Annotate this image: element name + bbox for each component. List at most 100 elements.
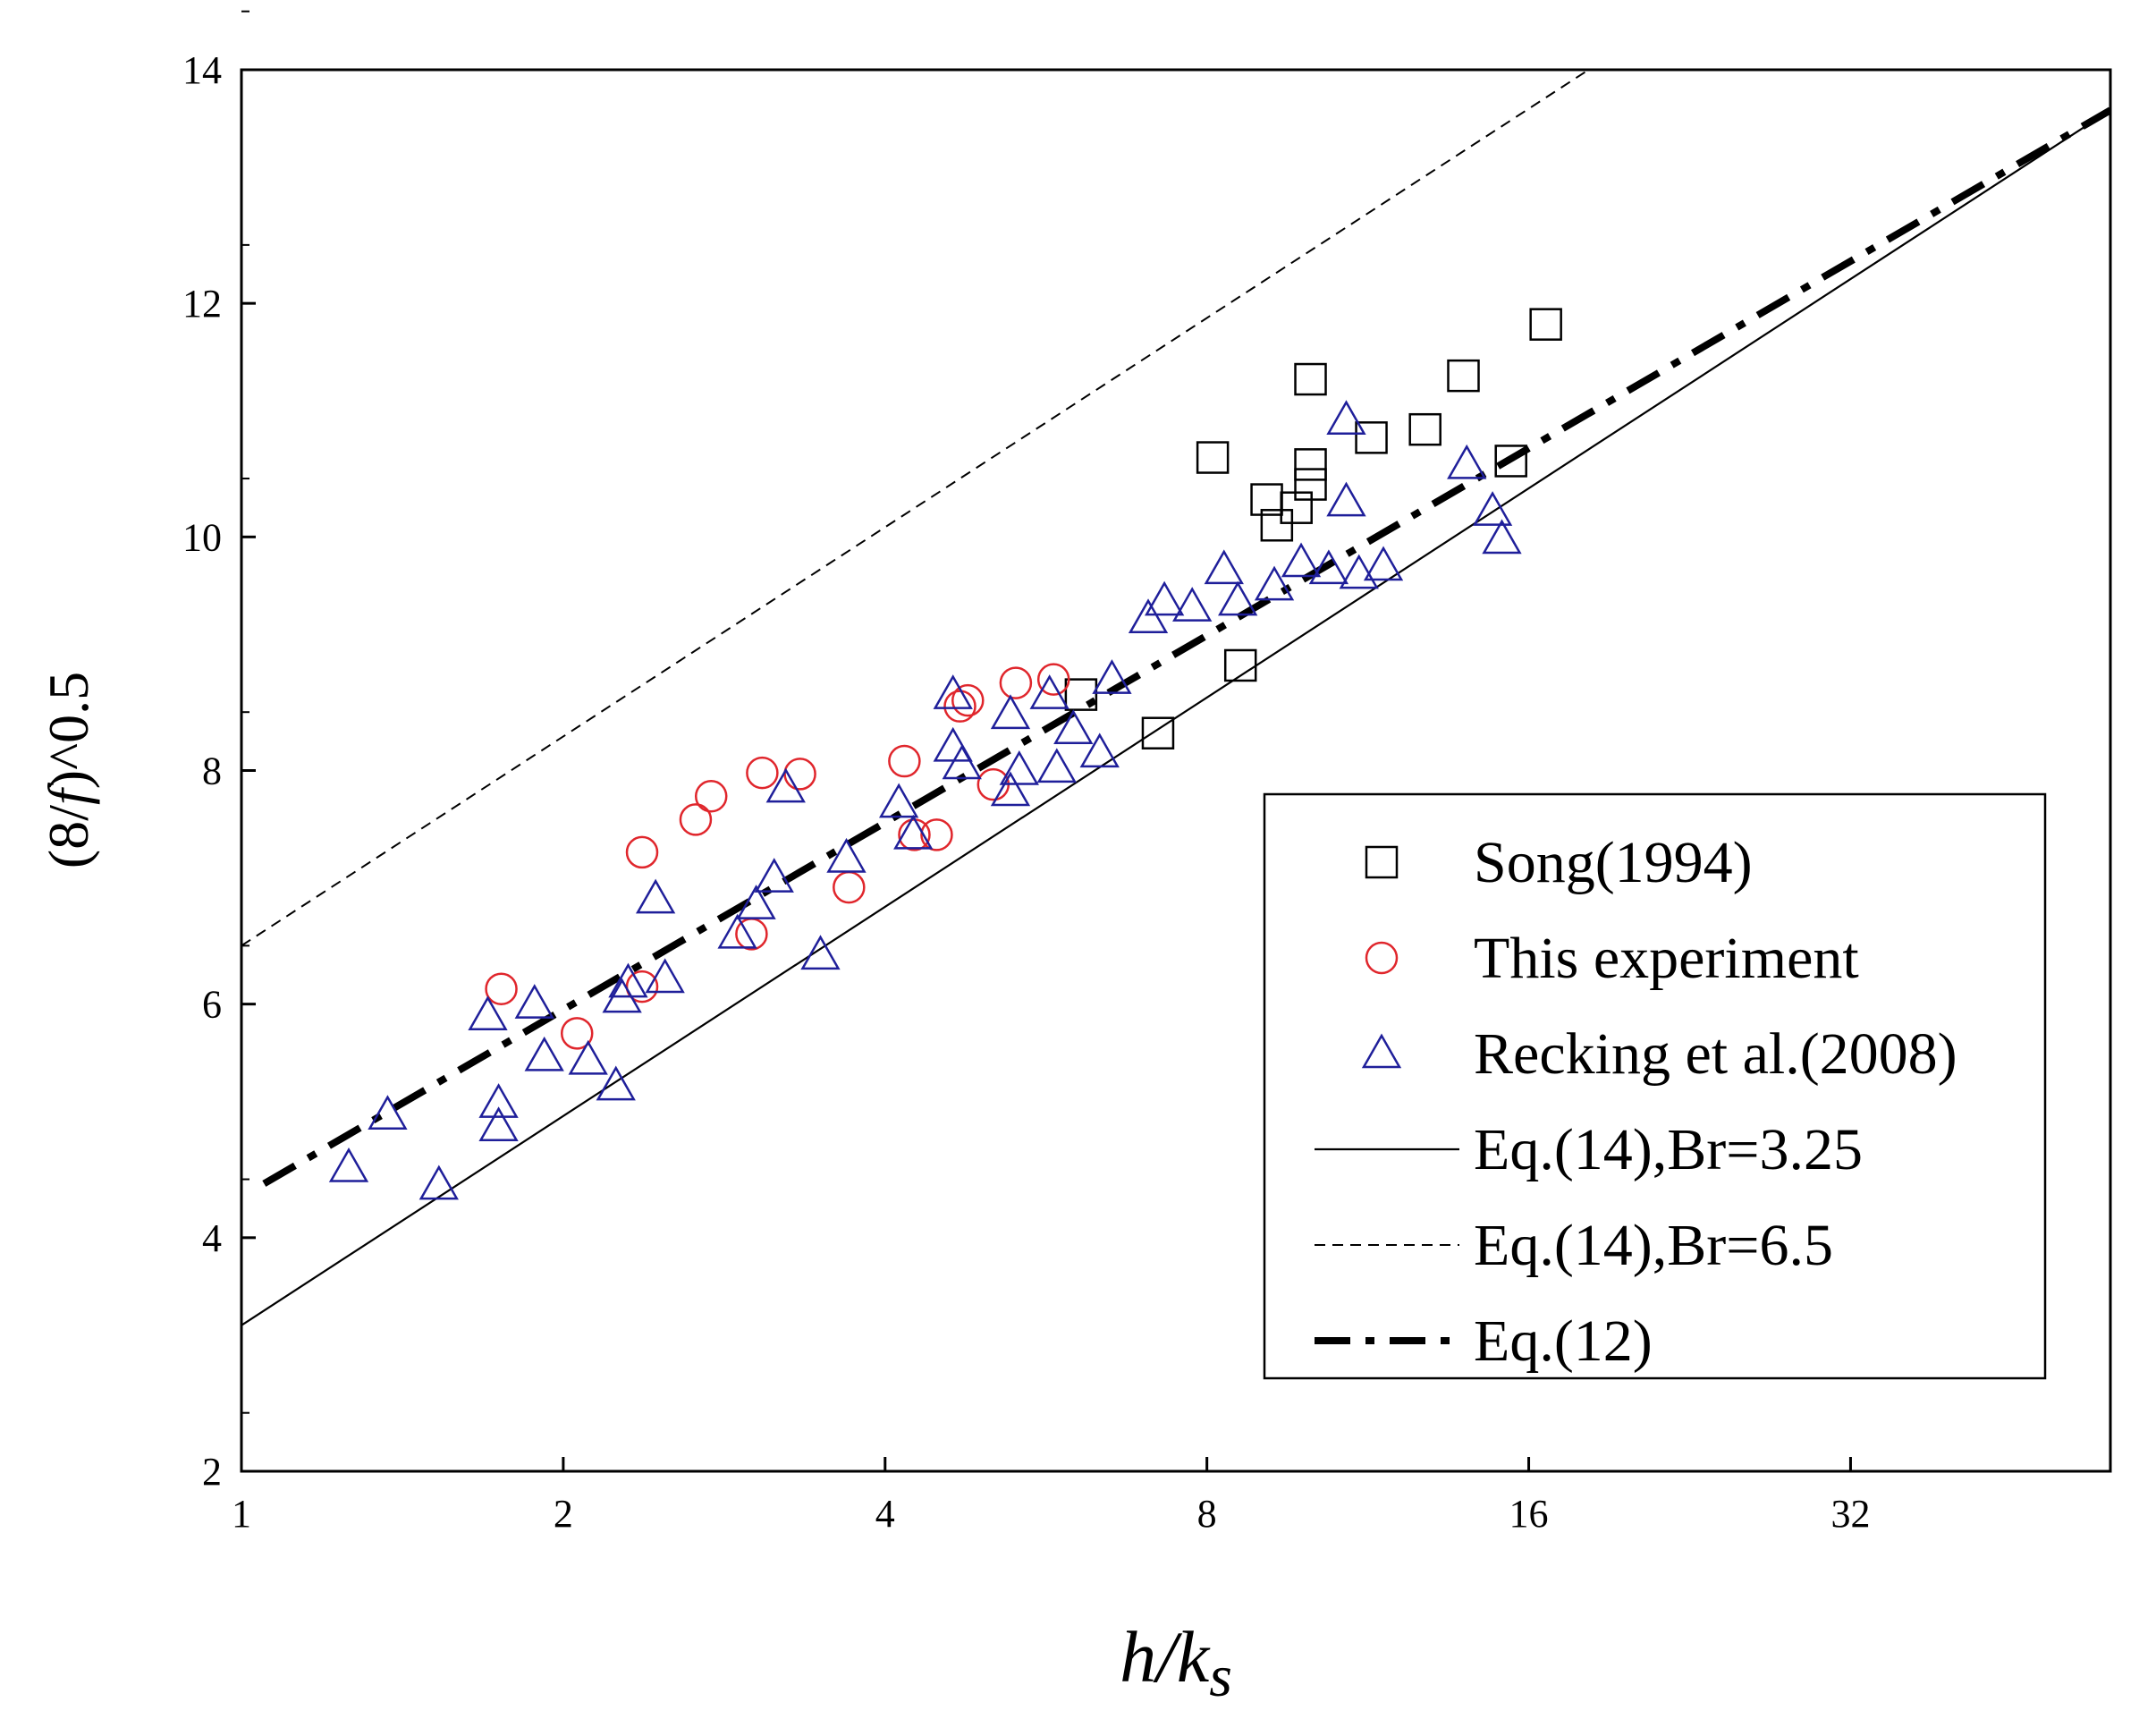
point-recking-et-al-2008--26 — [990, 771, 1031, 807]
point-recking-et-al-2008--7 — [524, 1036, 564, 1071]
point-song-1994--9 — [1294, 468, 1327, 501]
point-this-experiment-2 — [625, 835, 659, 869]
point-recking-et-al-2008--35 — [1172, 587, 1213, 622]
line-eq-14-br-6-5 — [241, 70, 1591, 947]
y-tick-label-10: 10 — [182, 515, 222, 559]
y-tick-label-2: 2 — [202, 1450, 222, 1494]
point-song-1994--10 — [1355, 421, 1388, 454]
legend-item-1: This experiment — [1365, 926, 1859, 991]
point-recking-et-al-2008--37 — [1218, 580, 1258, 616]
point-this-experiment-8 — [783, 758, 816, 791]
point-recking-et-al-2008--47 — [1482, 519, 1522, 555]
point-this-experiment-4 — [679, 803, 713, 836]
y-tick-label-6: 6 — [202, 983, 222, 1027]
point-recking-et-al-2008--15 — [736, 885, 776, 919]
point-this-experiment-16 — [999, 666, 1033, 699]
legend-item-5: Eq.(12) — [1315, 1308, 1653, 1374]
point-this-experiment-17 — [1036, 663, 1070, 696]
point-recking-et-al-2008--1 — [368, 1095, 408, 1130]
point-recking-et-al-2008--44 — [1363, 546, 1404, 581]
legend-label: Recking et al.(2008) — [1474, 1021, 1957, 1087]
point-recking-et-al-2008--43 — [1339, 554, 1379, 589]
legend-marker-triangle — [1361, 1033, 1402, 1069]
point-recking-et-al-2008--38 — [1254, 565, 1295, 601]
y-tick-label-14: 14 — [182, 48, 222, 92]
point-song-1994--14 — [1529, 308, 1562, 341]
point-recking-et-al-2008--9 — [596, 1065, 636, 1101]
point-recking-et-al-2008--17 — [765, 767, 806, 803]
point-recking-et-al-2008--36 — [1204, 549, 1244, 585]
x-tick-label-1: 1 — [232, 1492, 251, 1536]
line-eq-14-br-3-25 — [241, 109, 2110, 1326]
point-recking-et-al-2008--25 — [990, 694, 1031, 730]
point-recking-et-al-2008--46 — [1472, 491, 1513, 526]
point-recking-et-al-2008--34 — [1144, 580, 1185, 616]
point-recking-et-al-2008--22 — [933, 674, 973, 709]
point-song-1994--0 — [1064, 678, 1098, 711]
legend-label: Song(1994) — [1474, 830, 1753, 895]
point-recking-et-al-2008--12 — [635, 878, 676, 914]
legend-marker-square — [1365, 845, 1399, 879]
point-recking-et-al-2008--21 — [893, 814, 934, 850]
point-recking-et-al-2008--4 — [478, 1083, 519, 1118]
point-this-experiment-10 — [888, 744, 921, 778]
point-recking-et-al-2008--16 — [754, 858, 794, 893]
x-tick-label-4: 4 — [875, 1492, 895, 1536]
point-recking-et-al-2008--19 — [826, 837, 867, 873]
x-axis-title: h/ks — [1120, 1616, 1232, 1709]
x-tick-label-2: 2 — [554, 1492, 573, 1536]
point-recking-et-al-2008--14 — [717, 913, 757, 949]
legend-marker-circle — [1365, 941, 1399, 975]
legend-item-4: Eq.(14),Br=6.5 — [1315, 1213, 1833, 1278]
point-recking-et-al-2008--31 — [1079, 733, 1120, 768]
line-eq-12- — [262, 106, 2110, 1187]
point-recking-et-al-2008--42 — [1326, 481, 1366, 517]
x-tick-label-8: 8 — [1197, 1492, 1217, 1536]
point-song-1994--3 — [1223, 648, 1257, 682]
point-recking-et-al-2008--45 — [1447, 444, 1487, 479]
y-tick-label-4: 4 — [202, 1216, 222, 1260]
point-song-1994--8 — [1294, 448, 1327, 481]
x-tick-label-16: 16 — [1509, 1492, 1549, 1536]
point-this-experiment-5 — [694, 779, 728, 813]
point-song-1994--12 — [1447, 359, 1480, 393]
point-this-experiment-0 — [485, 972, 518, 1005]
y-tick-label-8: 8 — [202, 749, 222, 793]
legend-label: Eq.(14),Br=6.5 — [1474, 1213, 1833, 1278]
legend-label: Eq.(14),Br=3.25 — [1474, 1117, 1863, 1182]
point-song-1994--5 — [1260, 509, 1294, 542]
point-recking-et-al-2008--41 — [1326, 400, 1366, 435]
point-recking-et-al-2008--5 — [478, 1106, 519, 1142]
point-recking-et-al-2008--13 — [645, 958, 685, 994]
point-song-1994--1 — [1141, 716, 1175, 749]
legend-box — [1263, 792, 2047, 1380]
point-this-experiment-1 — [560, 1017, 594, 1050]
point-recking-et-al-2008--23 — [933, 726, 973, 762]
y-tick-label-12: 12 — [182, 282, 222, 326]
point-recking-et-al-2008--39 — [1281, 542, 1322, 578]
plot-markers — [328, 308, 1562, 1200]
point-this-experiment-14 — [951, 683, 985, 717]
point-recking-et-al-2008--20 — [878, 783, 919, 818]
point-recking-et-al-2008--2 — [418, 1164, 459, 1200]
legend-item-0: Song(1994) — [1365, 830, 1753, 895]
point-recking-et-al-2008--24 — [942, 744, 982, 780]
svg-text:h/ks: h/ks — [1120, 1616, 1232, 1709]
point-this-experiment-6 — [746, 756, 779, 790]
legend: Song(1994) This experiment Recking et al.(… — [1315, 830, 1957, 1374]
point-this-experiment-12 — [920, 818, 953, 851]
point-recking-et-al-2008--27 — [999, 749, 1039, 785]
x-tick-label-32: 32 — [1830, 1492, 1870, 1536]
legend-item-3: Eq.(14),Br=3.25 — [1315, 1117, 1863, 1182]
point-this-experiment-9 — [833, 870, 866, 904]
point-song-1994--2 — [1196, 441, 1230, 474]
svg-text:(8/f)^0.5: (8/f)^0.5 — [37, 672, 100, 868]
y-axis-title: (8/f)^0.5 — [37, 672, 100, 868]
point-song-1994--7 — [1294, 362, 1327, 396]
point-recking-et-al-2008--28 — [1029, 674, 1070, 709]
legend-label: This experiment — [1474, 926, 1859, 991]
point-recking-et-al-2008--40 — [1308, 549, 1349, 585]
point-recking-et-al-2008--6 — [514, 984, 554, 1019]
